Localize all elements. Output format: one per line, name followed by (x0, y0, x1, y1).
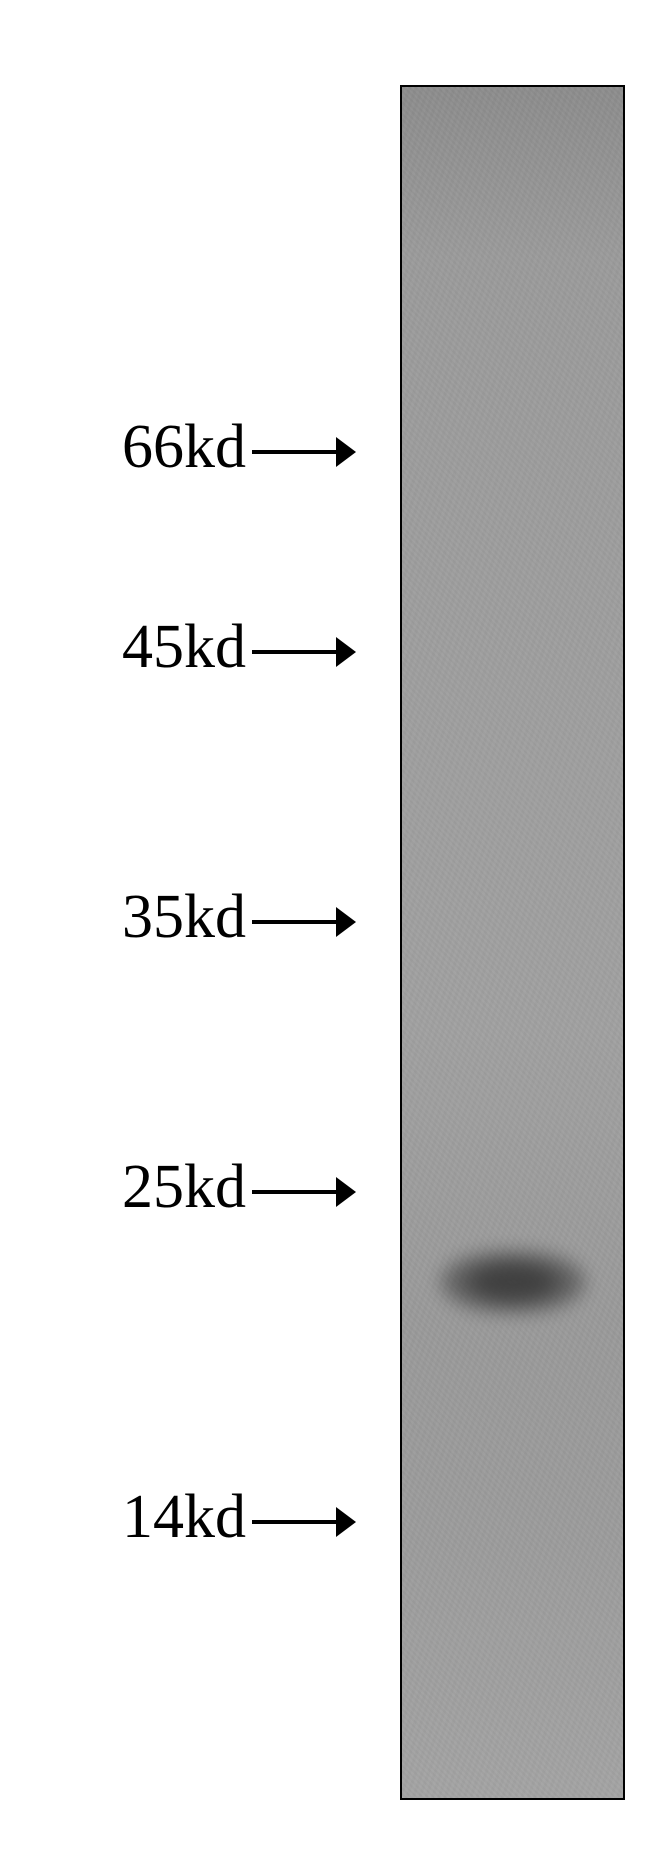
blot-frame (400, 85, 625, 1800)
arrow-right-icon (250, 1169, 360, 1215)
blot-lane (402, 87, 623, 1798)
marker-label: 14kd (122, 1482, 360, 1553)
marker-text: 35kd (122, 883, 246, 951)
marker-text: 66kd (122, 413, 246, 481)
marker-label: 66kd (122, 412, 360, 483)
arrow-right-icon (250, 899, 360, 945)
marker-label: 35kd (122, 882, 360, 953)
marker-text: 45kd (122, 613, 246, 681)
marker-label: 45kd (122, 612, 360, 683)
watermark: WWW.PTGLAB.COM (634, 516, 650, 1508)
marker-text: 14kd (122, 1483, 246, 1551)
blot-band (438, 1247, 588, 1317)
marker-text: 25kd (122, 1153, 246, 1221)
arrow-right-icon (250, 629, 360, 675)
arrow-right-icon (250, 429, 360, 475)
marker-label: 25kd (122, 1152, 360, 1223)
arrow-right-icon (250, 1499, 360, 1545)
figure-container: WWW.PTGLAB.COM 66kd 45kd 35kd 25kd 14kd (0, 0, 650, 1855)
